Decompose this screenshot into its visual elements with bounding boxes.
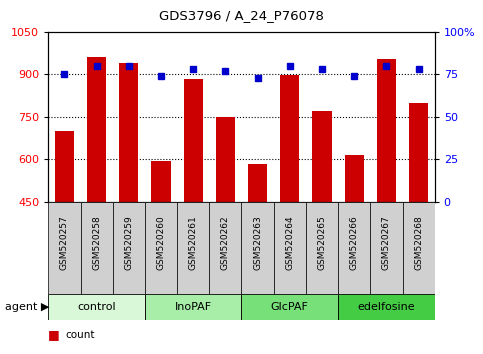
FancyBboxPatch shape xyxy=(242,294,338,320)
Text: edelfosine: edelfosine xyxy=(357,302,415,312)
Bar xyxy=(248,164,267,202)
FancyBboxPatch shape xyxy=(48,294,145,320)
Text: GSM520258: GSM520258 xyxy=(92,216,101,270)
Text: GSM520261: GSM520261 xyxy=(189,216,198,270)
Bar xyxy=(119,63,139,202)
Text: count: count xyxy=(65,330,95,339)
FancyBboxPatch shape xyxy=(145,294,242,320)
FancyBboxPatch shape xyxy=(177,202,209,294)
Text: GDS3796 / A_24_P76078: GDS3796 / A_24_P76078 xyxy=(159,9,324,22)
FancyBboxPatch shape xyxy=(370,202,402,294)
Text: GSM520262: GSM520262 xyxy=(221,216,230,270)
Text: GSM520268: GSM520268 xyxy=(414,216,423,270)
Text: GSM520263: GSM520263 xyxy=(253,216,262,270)
FancyBboxPatch shape xyxy=(242,202,274,294)
Text: InoPAF: InoPAF xyxy=(175,302,212,312)
Text: GSM520259: GSM520259 xyxy=(124,216,133,270)
Bar xyxy=(216,117,235,202)
Bar xyxy=(344,155,364,202)
Bar xyxy=(377,59,396,202)
FancyBboxPatch shape xyxy=(306,202,338,294)
Bar xyxy=(409,103,428,202)
FancyBboxPatch shape xyxy=(81,202,113,294)
Text: ■: ■ xyxy=(48,353,60,354)
FancyBboxPatch shape xyxy=(145,202,177,294)
Bar xyxy=(151,161,170,202)
Bar xyxy=(184,79,203,202)
FancyBboxPatch shape xyxy=(274,202,306,294)
FancyBboxPatch shape xyxy=(402,202,435,294)
FancyBboxPatch shape xyxy=(48,202,81,294)
FancyBboxPatch shape xyxy=(209,202,242,294)
Text: GSM520266: GSM520266 xyxy=(350,216,359,270)
FancyBboxPatch shape xyxy=(338,202,370,294)
Text: GlcPAF: GlcPAF xyxy=(271,302,309,312)
Text: GSM520265: GSM520265 xyxy=(317,216,327,270)
Text: control: control xyxy=(77,302,116,312)
Text: GSM520267: GSM520267 xyxy=(382,216,391,270)
FancyBboxPatch shape xyxy=(113,202,145,294)
Text: ■: ■ xyxy=(48,328,60,341)
Bar xyxy=(280,75,299,202)
Bar xyxy=(55,131,74,202)
Bar xyxy=(313,111,332,202)
Text: agent ▶: agent ▶ xyxy=(5,302,49,312)
FancyBboxPatch shape xyxy=(338,294,435,320)
Text: GSM520264: GSM520264 xyxy=(285,216,294,270)
Bar xyxy=(87,57,106,202)
Text: GSM520257: GSM520257 xyxy=(60,216,69,270)
Text: GSM520260: GSM520260 xyxy=(156,216,166,270)
